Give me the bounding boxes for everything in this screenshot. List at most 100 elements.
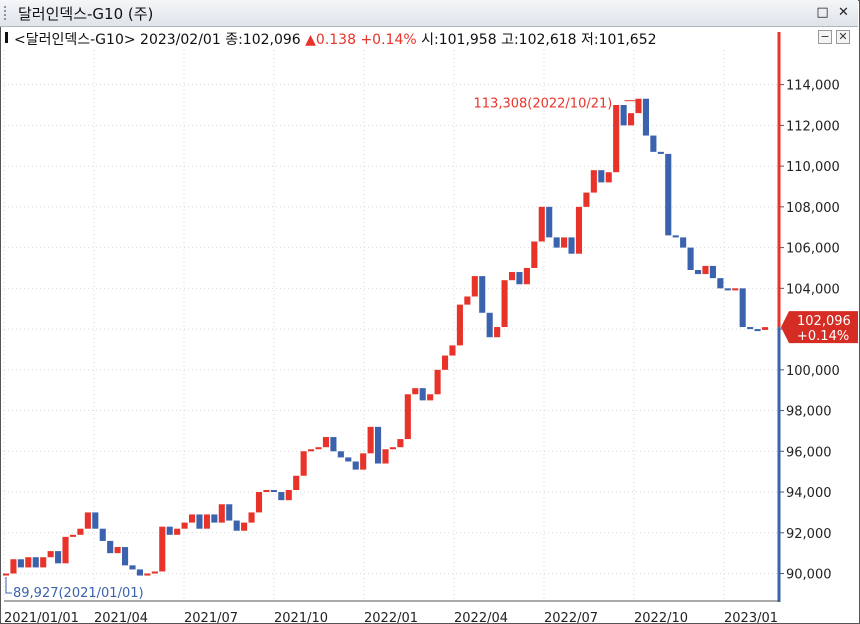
high-price: 고:102,618 [501, 32, 577, 48]
y-tick-label: 98,000 [786, 405, 832, 420]
y-tick-label: 90,000 [786, 568, 832, 583]
min-annotation-arrow [5, 577, 12, 594]
candle-down [166, 526, 173, 535]
minimize-icon[interactable]: − [818, 30, 832, 44]
candle-up [159, 526, 166, 572]
candle-down [680, 237, 687, 248]
candle-up [255, 492, 263, 513]
candle-up [583, 192, 590, 207]
candle-down [352, 461, 359, 470]
candle-down [122, 547, 129, 566]
min-price-annotation: 89,927(2021/01/01) [13, 586, 144, 601]
candle-up [449, 345, 456, 356]
candle-down [672, 235, 679, 238]
candle-up [77, 528, 84, 535]
candle-up [308, 449, 315, 452]
candle-up [531, 241, 538, 268]
candle-up [382, 449, 389, 464]
candle-down [196, 514, 203, 529]
candle-down [92, 512, 99, 529]
candle-up [464, 296, 471, 305]
y-tick-label: 114,000 [786, 79, 840, 94]
candle-down [419, 388, 426, 401]
x-tick-label: 2021/10 [274, 611, 328, 624]
y-tick-label: 96,000 [786, 445, 832, 460]
candle-up [10, 559, 17, 574]
candle-down [136, 569, 143, 576]
candle-up [441, 355, 449, 370]
x-tick-label: 2021/07 [184, 611, 238, 624]
drag-grip-icon[interactable] [4, 6, 8, 20]
candle-up [628, 113, 635, 126]
candle-up [84, 512, 91, 529]
quote-date: 2023/02/01 [140, 32, 221, 48]
candle-down [337, 451, 344, 458]
candle-up [561, 237, 568, 248]
candle-down [233, 520, 240, 531]
y-tick-label: 92,000 [786, 527, 832, 542]
candle-up [702, 265, 709, 275]
x-tick-label: 2021/04 [94, 611, 148, 624]
x-tick-label: 2021/01/01 [4, 611, 79, 624]
candle-up [575, 206, 583, 254]
candle-down [345, 457, 352, 462]
current-price-tag [781, 311, 858, 344]
candle-up [404, 394, 411, 440]
candle-up [605, 172, 612, 183]
candle-up [322, 437, 330, 448]
candle-up [732, 288, 739, 291]
candle-down [754, 329, 761, 332]
candle-up [248, 512, 255, 523]
candle-down [107, 540, 114, 554]
y-tick-label: 112,000 [786, 119, 840, 134]
x-tick-label: 2022/10 [634, 611, 688, 624]
candle-up [188, 514, 196, 523]
candle-up [263, 490, 270, 493]
series-marker-icon [5, 32, 8, 43]
x-tick-label: 2022/04 [454, 611, 508, 624]
restore-icon[interactable]: □ [816, 5, 829, 20]
candle-down [694, 270, 702, 275]
candle-up [47, 551, 54, 558]
candle-up [25, 557, 32, 568]
candle-down [665, 153, 672, 236]
y-tick-label: 108,000 [786, 201, 840, 216]
candle-down [739, 288, 746, 328]
y-tick-label: 106,000 [786, 242, 840, 257]
candle-up [427, 394, 434, 401]
candle-up [613, 105, 620, 173]
candle-up [389, 447, 396, 450]
close-icon[interactable]: ✕ [836, 30, 850, 44]
close-price: 종:102,096 [225, 32, 301, 48]
candle-down [642, 98, 649, 136]
candle-down [479, 276, 486, 313]
candle-down [32, 557, 39, 568]
candle-up [590, 170, 597, 193]
candle-down [553, 237, 560, 248]
candle-down [657, 151, 664, 154]
candle-up [471, 276, 478, 297]
series-name: <달러인덱스-G10> [14, 32, 136, 48]
open-price: 시:101,958 [421, 32, 497, 48]
candle-down [709, 265, 716, 279]
candle-down [717, 278, 724, 289]
candle-down [724, 288, 731, 291]
x-tick-label: 2022/07 [544, 611, 598, 624]
candle-down [99, 528, 106, 541]
candle-up [62, 536, 69, 564]
candle-up [69, 534, 77, 537]
price-change-pct: +0.14% [360, 32, 417, 48]
candle-up [174, 528, 181, 535]
candle-up [367, 426, 374, 454]
candle-down [598, 170, 605, 183]
candle-up [494, 327, 501, 338]
candle-up [523, 267, 530, 285]
low-price: 저:101,652 [581, 32, 657, 48]
candle-up [434, 369, 441, 395]
close-icon[interactable]: ✕ [838, 5, 849, 20]
y-tick-label: 104,000 [786, 282, 840, 297]
candle-down [375, 426, 382, 464]
candle-up [218, 504, 225, 523]
max-price-annotation: 113,308(2022/10/21) [474, 97, 613, 112]
